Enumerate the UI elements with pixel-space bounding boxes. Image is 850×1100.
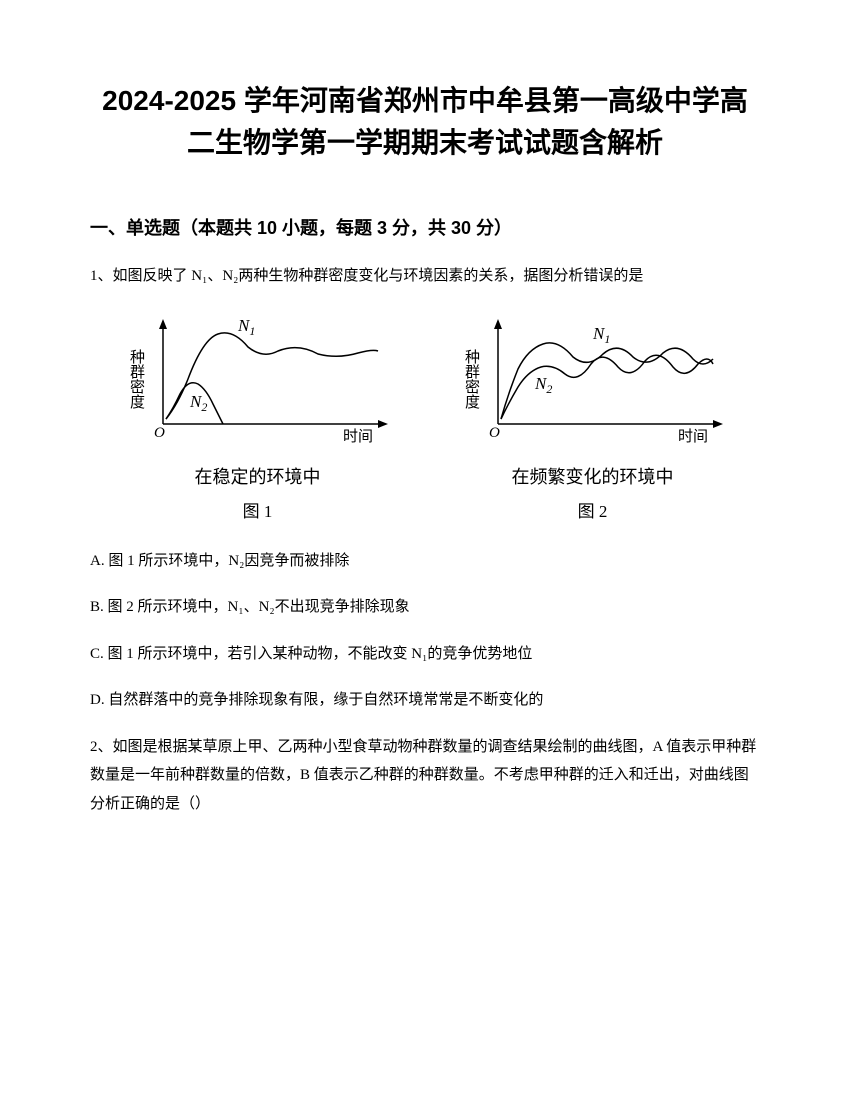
chart2-xarrow bbox=[713, 420, 723, 428]
question-2-text: 2、如图是根据某草原上甲、乙两种小型食草动物种群数量的调查结果绘制的曲线图，A … bbox=[90, 733, 760, 819]
chart2-ylabel: 种群密度 bbox=[463, 349, 480, 409]
chart-2-container: 种群密度 O 时间 N1 N2 在频繁变化的环境中 图 2 bbox=[453, 309, 733, 522]
chart1-caption: 在稳定的环境中 bbox=[195, 463, 321, 489]
chart1-xarrow bbox=[378, 420, 388, 428]
chart1-xlabel: 时间 bbox=[343, 428, 373, 445]
chart-2-svg: 种群密度 O 时间 N1 N2 bbox=[453, 309, 733, 459]
option-b: B. 图 2 所示环境中，N₁、N₂不出现竞争排除现象 bbox=[90, 593, 760, 622]
chart2-xlabel: 时间 bbox=[678, 428, 708, 445]
chart1-figlabel: 图 1 bbox=[243, 497, 273, 522]
chart2-n2-curve bbox=[501, 355, 713, 419]
chart2-caption: 在频繁变化的环境中 bbox=[512, 463, 674, 489]
chart2-n1-label: N1 bbox=[592, 324, 610, 346]
q1-options: A. 图 1 所示环境中，N₂因竞争而被排除 B. 图 2 所示环境中，N₁、N… bbox=[90, 547, 760, 715]
question-1-text: 1、如图反映了 N₁、N₂两种生物种群密度变化与环境因素的关系，据图分析错误的是 bbox=[90, 262, 760, 291]
option-a: A. 图 1 所示环境中，N₂因竞争而被排除 bbox=[90, 547, 760, 576]
chart2-origin: O bbox=[489, 425, 500, 441]
chart1-n2-label: N2 bbox=[189, 392, 207, 414]
page-title: 2024-2025 学年河南省郑州市中牟县第一高级中学高二生物学第一学期期末考试… bbox=[90, 80, 760, 164]
section-header: 一、单选题（本题共 10 小题，每题 3 分，共 30 分） bbox=[90, 214, 760, 240]
charts-row: 种群密度 O 时间 N1 N2 在稳定的环境中 图 1 种群密度 O 时间 N1 bbox=[90, 309, 760, 522]
chart1-ylabel: 种群密度 bbox=[128, 349, 145, 409]
option-d: D. 自然群落中的竞争排除现象有限，缘于自然环境常常是不断变化的 bbox=[90, 686, 760, 715]
chart2-figlabel: 图 2 bbox=[578, 497, 608, 522]
chart2-n2-label: N2 bbox=[534, 374, 552, 396]
chart2-yarrow bbox=[494, 319, 502, 329]
option-c: C. 图 1 所示环境中，若引入某种动物，不能改变 N₁的竞争优势地位 bbox=[90, 640, 760, 669]
chart1-origin: O bbox=[154, 425, 165, 441]
chart1-n1-label: N1 bbox=[237, 316, 255, 338]
chart2-n1-curve bbox=[501, 342, 713, 418]
chart-1-container: 种群密度 O 时间 N1 N2 在稳定的环境中 图 1 bbox=[118, 309, 398, 522]
chart1-yarrow bbox=[159, 319, 167, 329]
chart-1-svg: 种群密度 O 时间 N1 N2 bbox=[118, 309, 398, 459]
